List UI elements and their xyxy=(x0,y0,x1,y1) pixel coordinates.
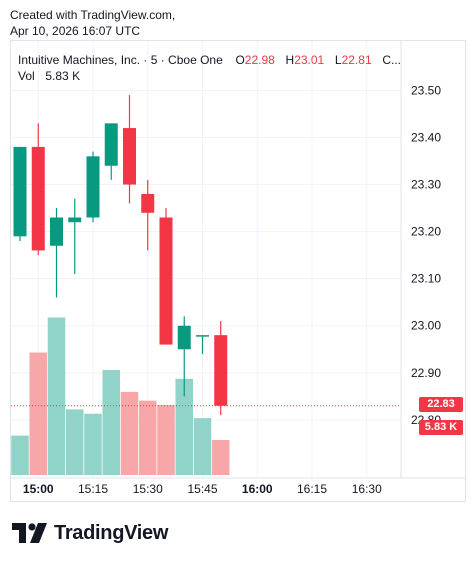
last-volume-tag: 5.83 K xyxy=(419,419,463,435)
chart-legend: Intuitive Machines, Inc. · 5 · Cboe One … xyxy=(18,53,401,67)
last-price-tag: 22.83 xyxy=(419,396,463,412)
time-axis-label: 16:15 xyxy=(297,482,327,496)
candle-body xyxy=(68,217,82,223)
price-axis-label: 22.90 xyxy=(411,366,441,380)
volume-bar xyxy=(157,405,175,475)
time-axis-label: 16:30 xyxy=(352,482,382,496)
volume-value: 5.83 K xyxy=(45,69,81,83)
volume-bar xyxy=(175,378,193,475)
time-axis-label: 15:15 xyxy=(78,482,108,496)
volume-bar xyxy=(212,440,230,475)
candle-body xyxy=(159,217,173,345)
legend-low-label: L xyxy=(334,53,342,67)
price-axis-label: 23.20 xyxy=(411,225,441,239)
legend-low-value: 22.81 xyxy=(341,53,372,67)
candle-body xyxy=(196,335,209,337)
legend-close-label: C... xyxy=(382,53,401,67)
price-axis-label: 23.50 xyxy=(411,83,441,97)
legend-open-value: 22.98 xyxy=(244,53,275,67)
price-axis-label: 23.40 xyxy=(411,130,441,144)
watermark-text: Created with TradingView.com, Apr 10, 20… xyxy=(10,7,175,39)
candle-body xyxy=(123,128,136,185)
time-axis-label: 15:45 xyxy=(187,482,217,496)
tradingview-logo-icon xyxy=(12,523,47,543)
volume-bar xyxy=(11,435,29,475)
legend-high-value: 23.01 xyxy=(294,53,325,67)
time-axis-label: 16:00 xyxy=(242,482,273,496)
candle-body xyxy=(31,146,45,251)
legend-high-label: H xyxy=(285,53,295,67)
tradingview-logo-text: TradingView xyxy=(54,521,169,544)
candle-body xyxy=(86,156,100,218)
candle-body xyxy=(214,335,228,406)
volume-bar xyxy=(120,391,139,475)
price-axis-label: 23.00 xyxy=(411,319,441,333)
chart-frame[interactable]: 23.5023.4023.3023.2023.1023.0022.9022.80… xyxy=(10,40,466,502)
candlestick-chart[interactable]: 23.5023.4023.3023.2023.1023.0022.9022.80… xyxy=(11,41,466,502)
volume-bar xyxy=(84,413,102,475)
volume-bar xyxy=(66,409,84,475)
time-axis-label: 15:30 xyxy=(133,482,163,496)
candle-body xyxy=(141,193,155,213)
volume-legend: Vol 5.83 K xyxy=(18,69,80,83)
watermark-line-1: Created with TradingView.com, xyxy=(10,8,176,22)
time-axis-label: 15:00 xyxy=(23,482,54,496)
candle-body xyxy=(13,146,27,237)
volume-bar xyxy=(193,418,212,475)
candle-body xyxy=(104,123,118,166)
candle-body xyxy=(177,325,191,350)
volume-bar xyxy=(102,370,120,475)
price-axis-label: 23.30 xyxy=(411,178,441,192)
legend-open-label: O xyxy=(235,53,245,67)
volume-bar xyxy=(47,317,66,475)
price-axis-label: 23.10 xyxy=(411,272,441,286)
candle-body xyxy=(50,217,63,246)
volume-label: Vol xyxy=(18,69,35,83)
legend-symbol: Intuitive Machines, Inc. · 5 · Cboe One xyxy=(18,53,223,67)
watermark-line-2: Apr 10, 2026 16:07 UTC xyxy=(10,24,141,38)
volume-bar xyxy=(139,400,157,475)
tradingview-logo[interactable]: TradingView xyxy=(12,521,168,545)
volume-bar xyxy=(29,352,47,475)
